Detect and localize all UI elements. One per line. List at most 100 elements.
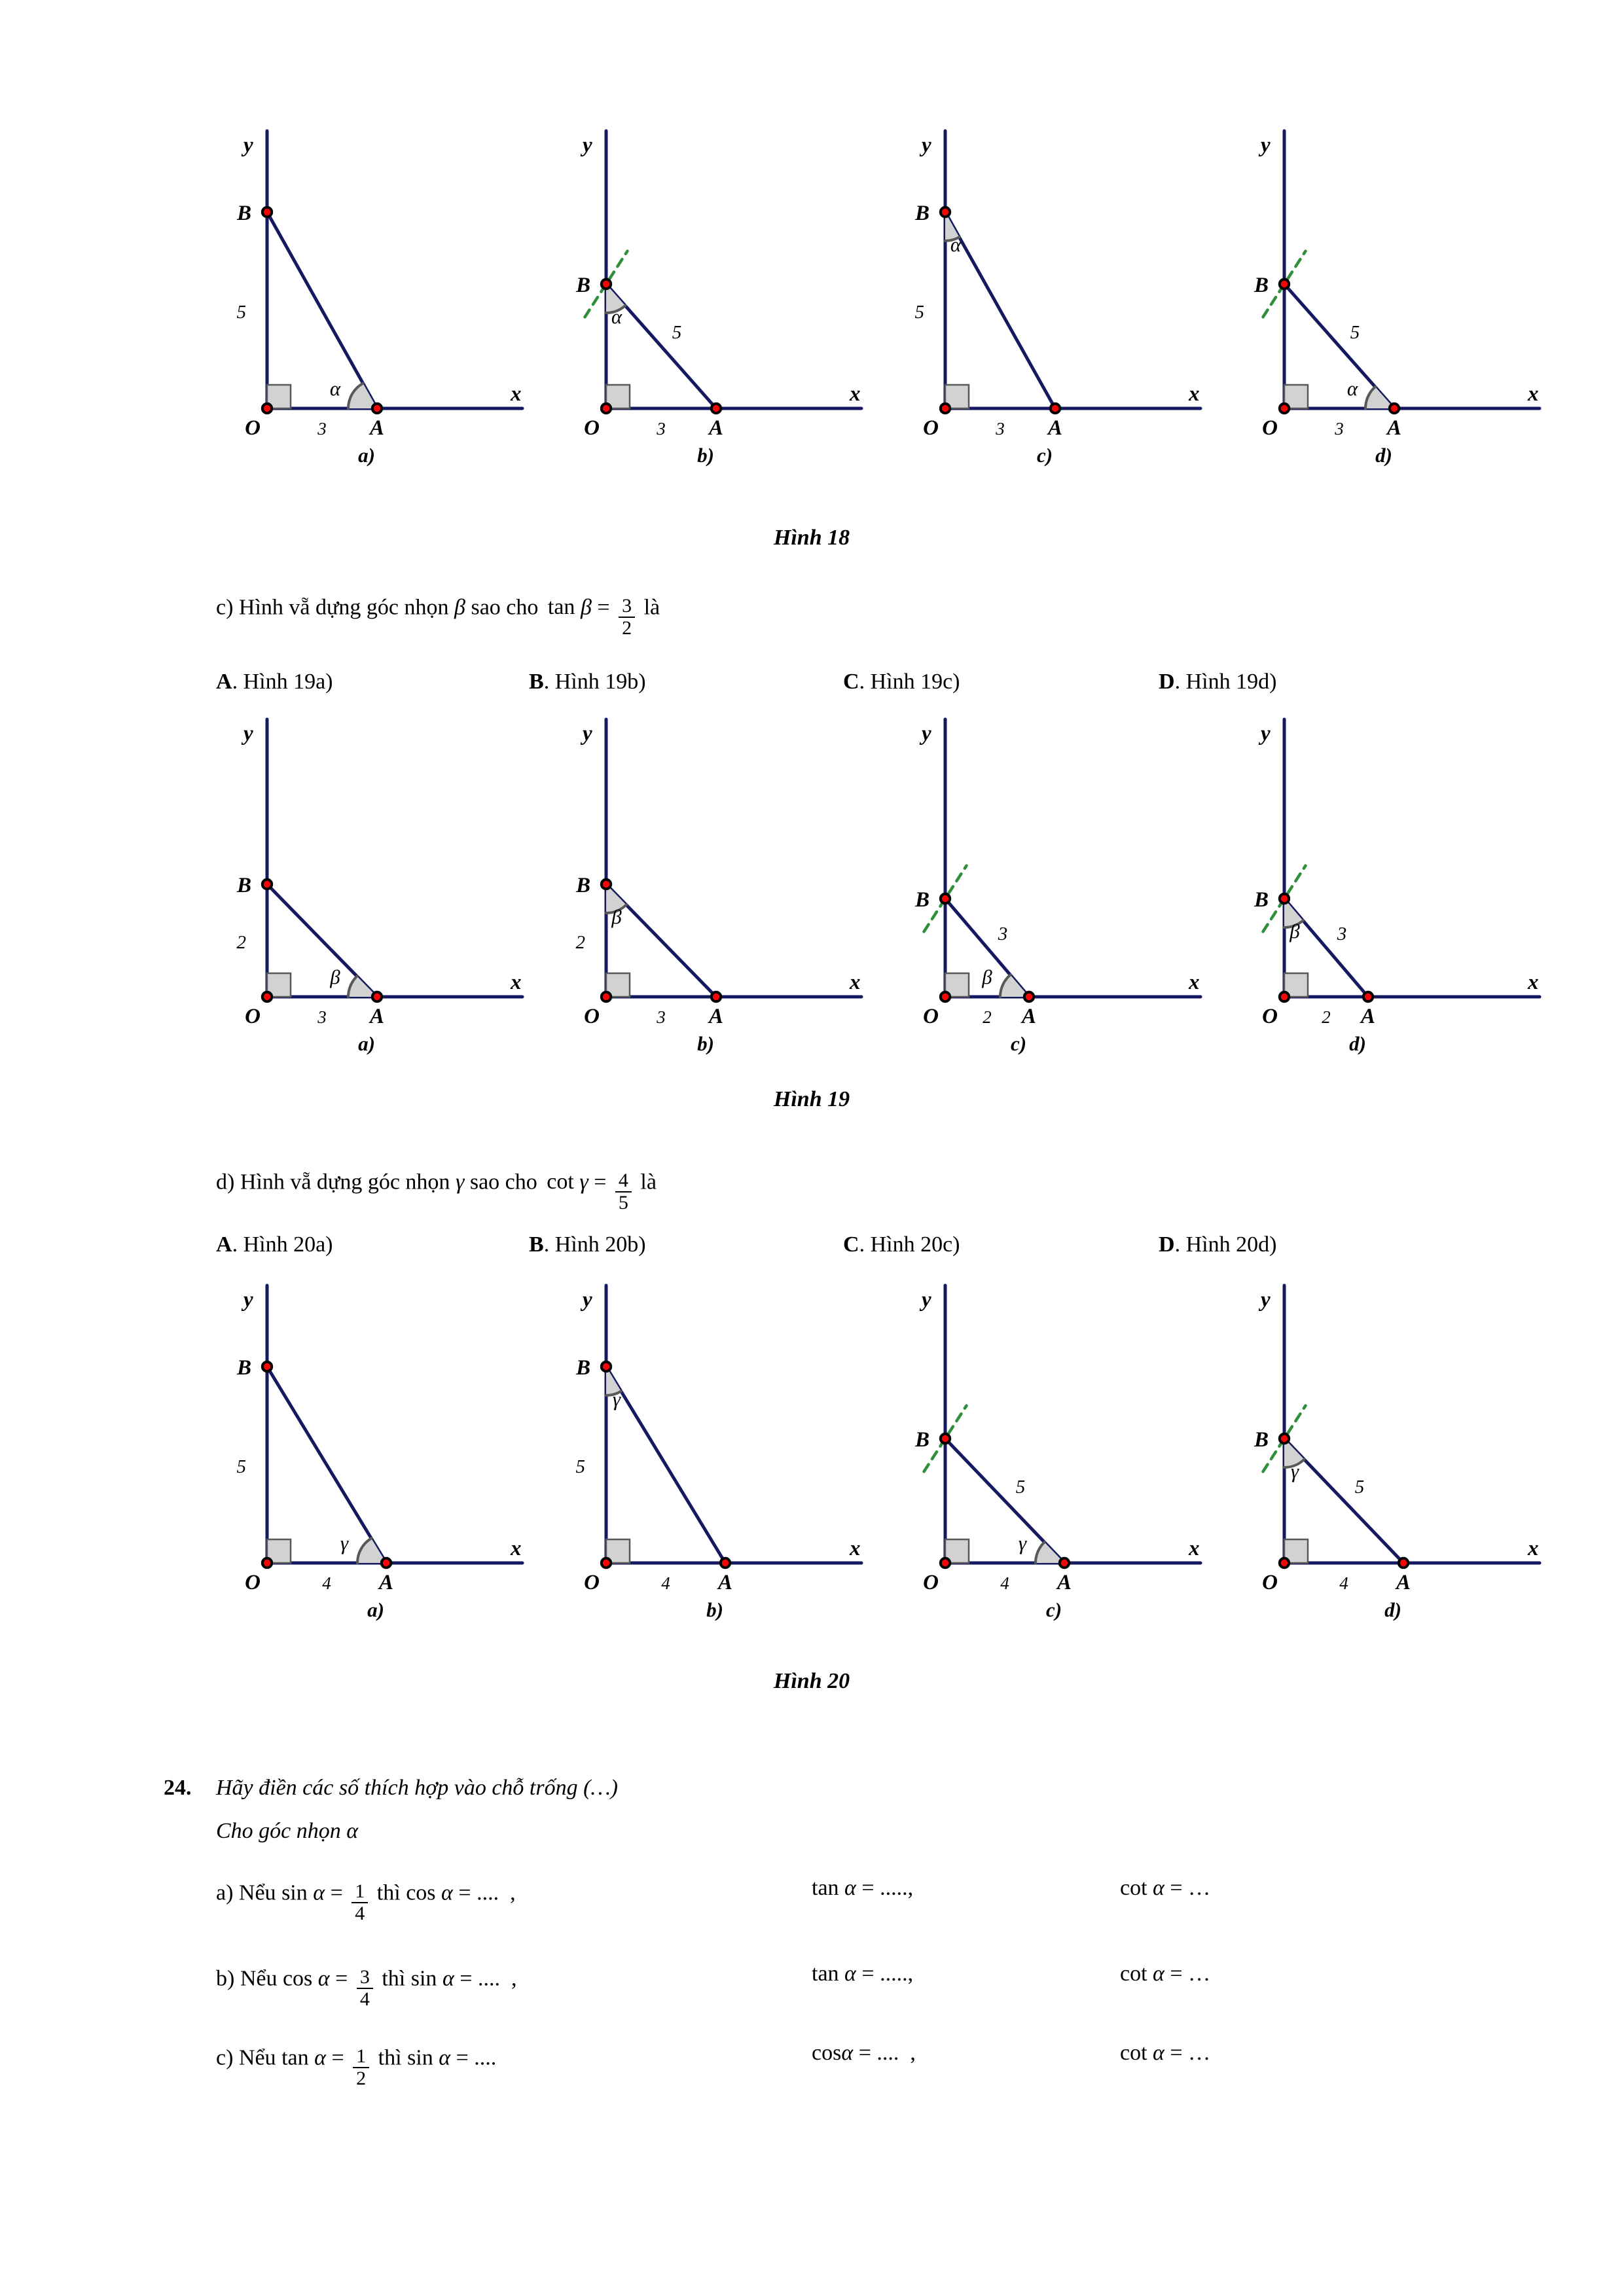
svg-text:2: 2 [237, 932, 247, 953]
svg-text:y: y [919, 134, 931, 157]
svg-text:α: α [950, 233, 962, 256]
svg-text:5: 5 [1350, 322, 1360, 343]
svg-text:y: y [580, 134, 592, 157]
svg-text:b): b) [706, 1598, 723, 1621]
svg-text:O: O [1262, 416, 1278, 440]
svg-text:O: O [923, 1005, 939, 1028]
svg-text:b): b) [697, 1032, 714, 1055]
svg-text:5: 5 [1016, 1477, 1026, 1498]
svg-text:O: O [1262, 1571, 1278, 1594]
svg-text:2: 2 [576, 932, 586, 953]
svg-text:5: 5 [1355, 1477, 1365, 1498]
svg-text:x: x [510, 1537, 522, 1560]
svg-text:x: x [849, 971, 861, 994]
svg-text:A: A [717, 1571, 732, 1594]
svg-text:B: B [1254, 274, 1269, 297]
svg-text:c): c) [1037, 444, 1053, 467]
svg-text:O: O [245, 416, 261, 440]
svg-text:A: A [708, 416, 723, 440]
svg-text:4: 4 [322, 1573, 331, 1593]
svg-text:γ: γ [1291, 1460, 1299, 1482]
svg-text:4: 4 [1000, 1573, 1009, 1593]
svg-text:α: α [330, 377, 341, 400]
svg-text:O: O [923, 416, 939, 440]
svg-text:y: y [580, 722, 592, 745]
svg-text:B: B [236, 202, 251, 225]
svg-text:3: 3 [1337, 924, 1347, 944]
svg-text:α: α [1347, 377, 1358, 400]
svg-text:c): c) [1046, 1598, 1062, 1621]
svg-text:3: 3 [317, 419, 327, 439]
svg-text:x: x [1188, 382, 1200, 406]
svg-text:γ: γ [613, 1388, 621, 1410]
svg-text:y: y [241, 1288, 253, 1312]
svg-text:A: A [1360, 1005, 1375, 1028]
svg-text:A: A [369, 1005, 384, 1028]
svg-text:3: 3 [1334, 419, 1344, 439]
svg-text:B: B [1254, 888, 1269, 912]
svg-text:x: x [849, 1537, 861, 1560]
svg-text:A: A [708, 1005, 723, 1028]
svg-text:B: B [914, 202, 929, 225]
svg-text:y: y [1258, 722, 1271, 745]
svg-text:3: 3 [656, 1007, 666, 1027]
svg-text:B: B [575, 274, 590, 297]
svg-text:3: 3 [656, 419, 666, 439]
svg-text:O: O [245, 1005, 261, 1028]
svg-text:O: O [245, 1571, 261, 1594]
svg-text:y: y [241, 722, 253, 745]
svg-text:α: α [611, 305, 623, 328]
svg-text:y: y [580, 1288, 592, 1312]
svg-text:B: B [914, 888, 929, 912]
svg-text:2: 2 [1322, 1007, 1331, 1027]
svg-text:A: A [369, 416, 384, 440]
svg-text:A: A [1395, 1571, 1411, 1594]
svg-text:B: B [575, 1356, 590, 1380]
svg-text:d): d) [1384, 1598, 1401, 1621]
svg-text:O: O [1262, 1005, 1278, 1028]
svg-text:a): a) [358, 1032, 375, 1055]
svg-text:β: β [611, 905, 622, 928]
svg-text:A: A [1056, 1571, 1072, 1594]
svg-text:A: A [378, 1571, 393, 1594]
svg-text:y: y [919, 722, 931, 745]
svg-text:x: x [1527, 1537, 1539, 1560]
svg-text:3: 3 [998, 924, 1008, 944]
svg-text:c): c) [1011, 1032, 1026, 1055]
svg-text:O: O [584, 416, 600, 440]
svg-text:y: y [1258, 1288, 1271, 1312]
svg-text:a): a) [367, 1598, 384, 1621]
svg-text:5: 5 [672, 322, 682, 343]
svg-text:4: 4 [661, 1573, 670, 1593]
svg-text:x: x [510, 971, 522, 994]
svg-text:B: B [1254, 1428, 1269, 1452]
svg-text:β: β [981, 965, 992, 988]
svg-text:x: x [1188, 971, 1200, 994]
svg-text:y: y [919, 1288, 931, 1312]
svg-text:5: 5 [237, 1456, 247, 1477]
svg-text:d): d) [1349, 1032, 1366, 1055]
svg-text:O: O [584, 1571, 600, 1594]
svg-text:γ: γ [340, 1532, 349, 1554]
svg-text:2: 2 [983, 1007, 992, 1027]
svg-text:B: B [236, 874, 251, 897]
svg-text:d): d) [1375, 444, 1392, 467]
svg-text:γ: γ [1019, 1532, 1027, 1554]
svg-text:y: y [241, 134, 253, 157]
svg-text:B: B [914, 1428, 929, 1452]
svg-text:β: β [329, 965, 340, 988]
svg-text:x: x [1188, 1537, 1200, 1560]
svg-text:O: O [584, 1005, 600, 1028]
svg-text:O: O [923, 1571, 939, 1594]
svg-text:x: x [849, 382, 861, 406]
svg-text:B: B [575, 874, 590, 897]
svg-text:5: 5 [915, 302, 925, 323]
svg-text:x: x [1527, 382, 1539, 406]
svg-text:y: y [1258, 134, 1271, 157]
svg-text:5: 5 [237, 302, 247, 323]
svg-text:β: β [1289, 920, 1300, 942]
svg-text:A: A [1386, 416, 1401, 440]
svg-text:x: x [510, 382, 522, 406]
svg-text:A: A [1020, 1005, 1036, 1028]
svg-text:B: B [236, 1356, 251, 1380]
